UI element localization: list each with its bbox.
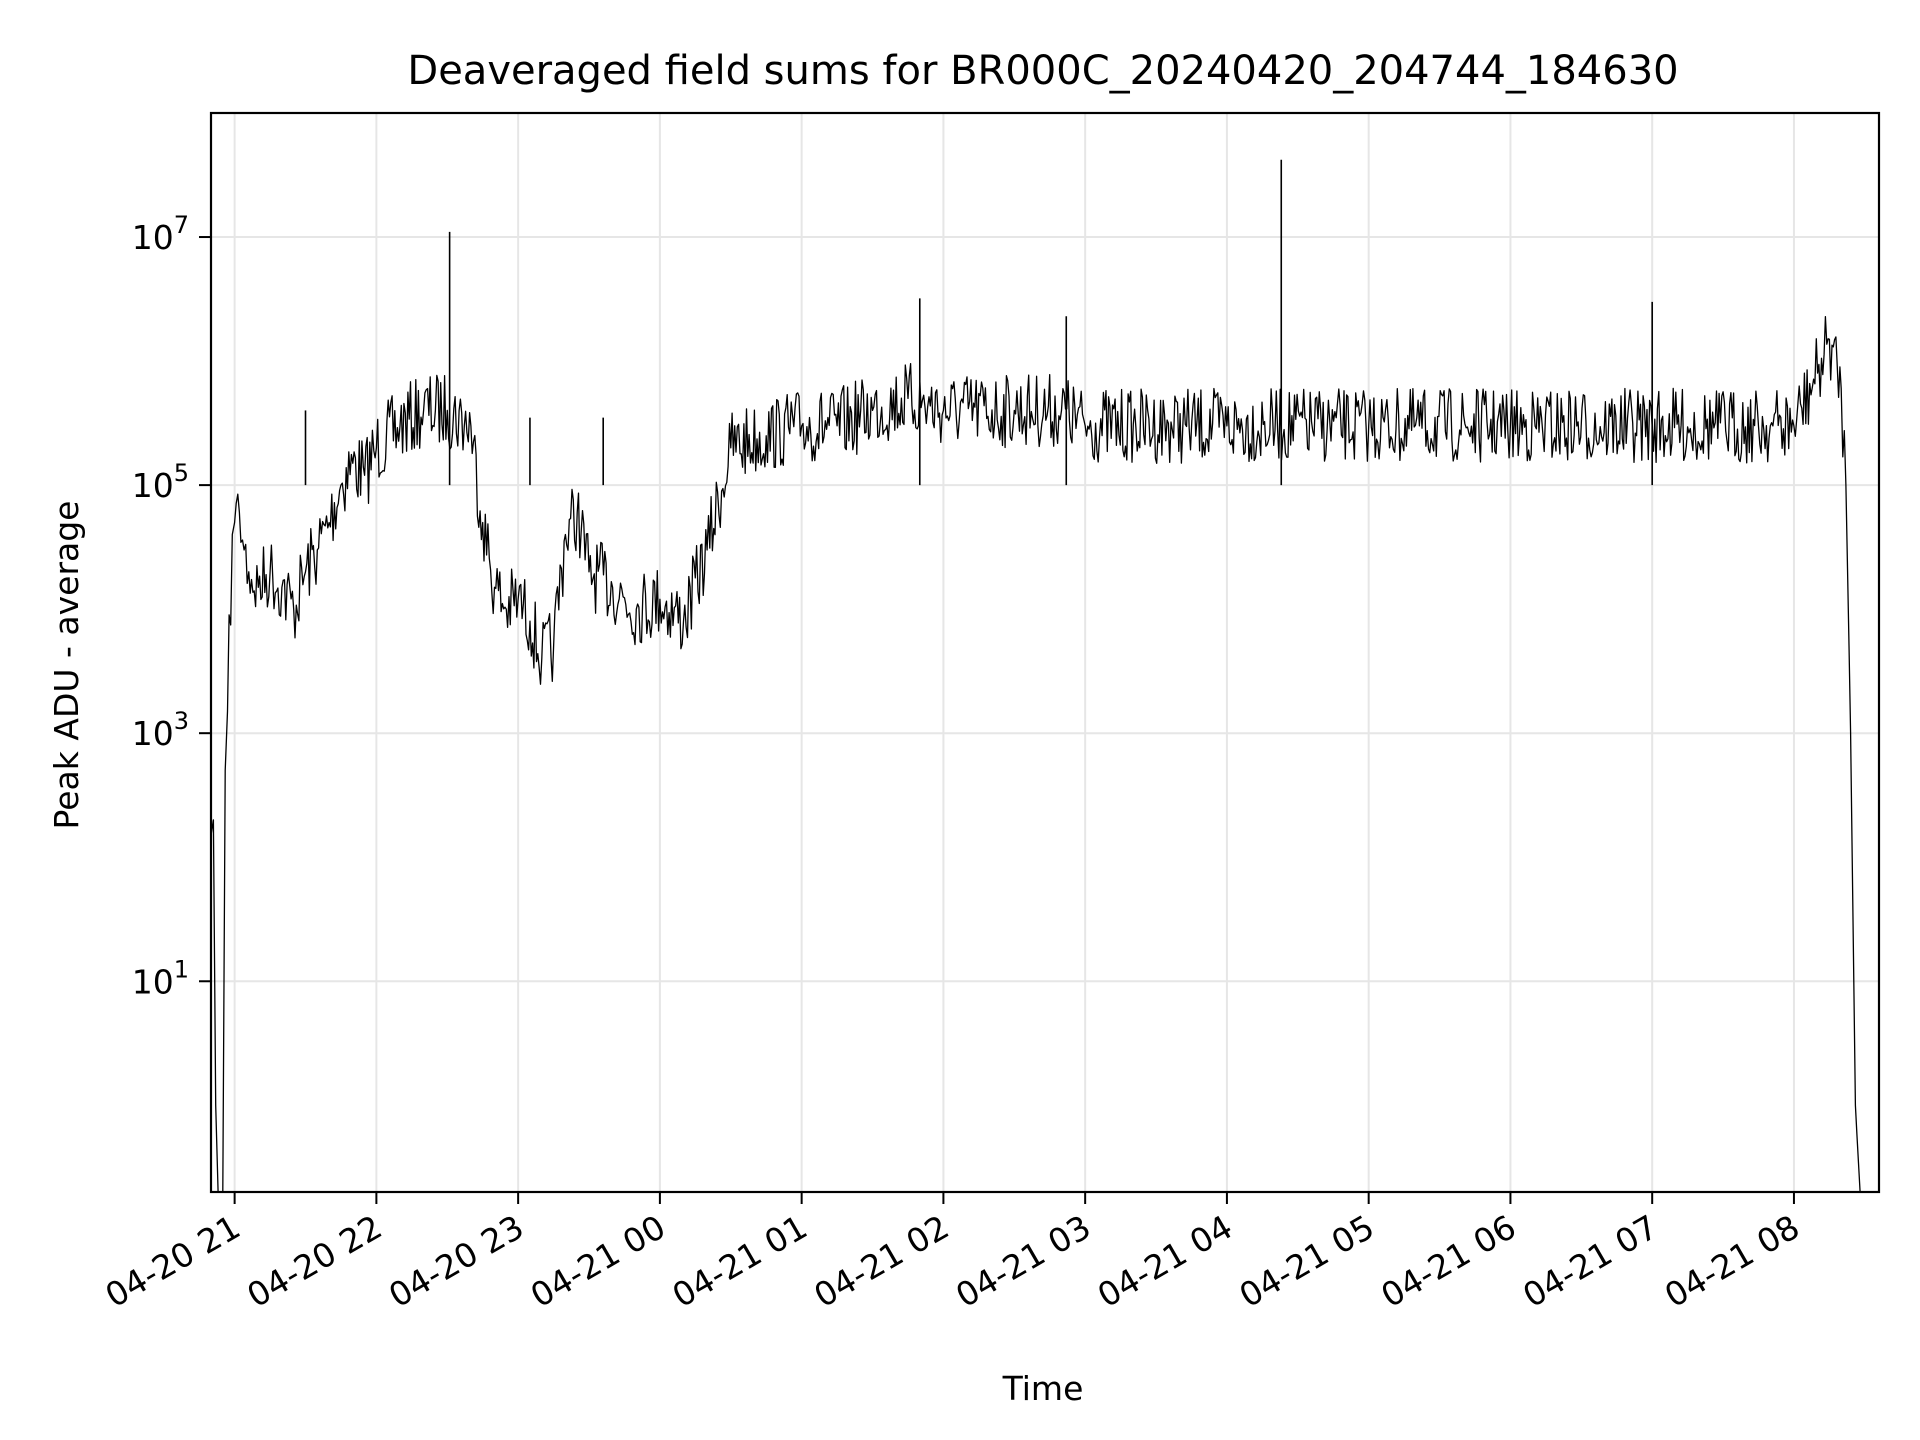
plot-frame	[209, 111, 1881, 1194]
series-layer	[210, 159, 1861, 1193]
x-axis-label: Time	[1002, 1369, 1084, 1408]
grid	[211, 113, 1879, 1192]
chart-title: Deaveraged field sums for BR000C_2024042…	[407, 48, 1678, 94]
y-axis-label: Peak ADU - average	[47, 501, 86, 830]
series-line	[210, 315, 1861, 1193]
y-tick-label: 105	[132, 459, 189, 505]
